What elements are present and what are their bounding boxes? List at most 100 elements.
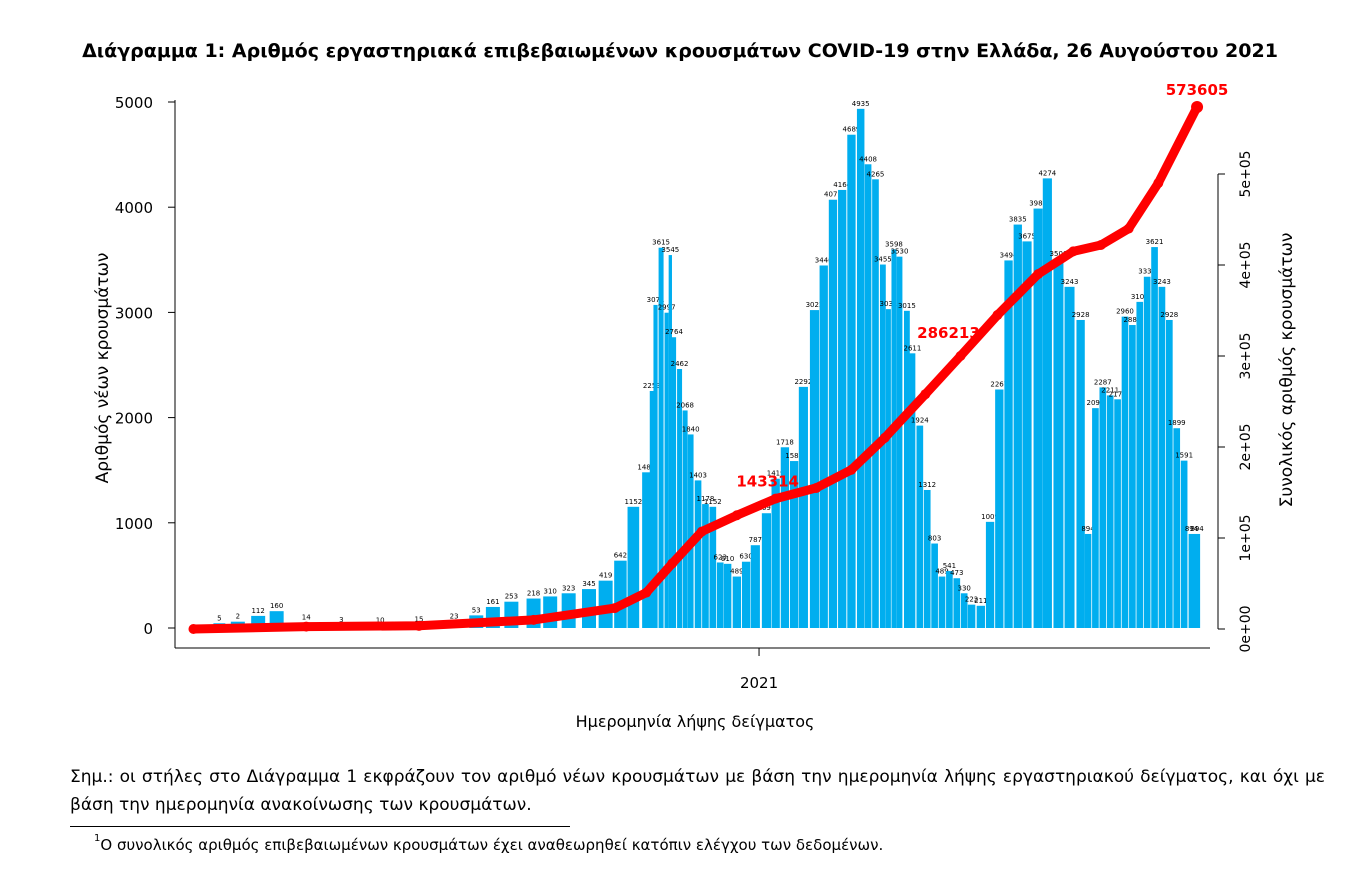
bar xyxy=(879,264,886,628)
bar xyxy=(809,310,820,628)
bar xyxy=(903,310,910,628)
bar xyxy=(909,353,916,628)
bar-value-label: 3598 xyxy=(885,240,903,248)
bar-value-label: 3022 xyxy=(806,301,824,309)
bar-value-label: 1009 xyxy=(981,513,999,521)
bar xyxy=(798,386,808,628)
bar-value-label: 2997 xyxy=(658,304,676,312)
footnote: 1Ο συνολικός αριθμός επιβεβαιωμένων κρου… xyxy=(94,833,884,854)
bar-value-label: 14 xyxy=(302,614,311,622)
bar-value-label: 1312 xyxy=(918,481,936,489)
bar xyxy=(819,265,828,628)
bar xyxy=(1194,533,1201,628)
bar xyxy=(1084,533,1092,628)
bar-value-label: 1483 xyxy=(637,463,655,471)
bar xyxy=(847,134,856,628)
bar xyxy=(1106,395,1114,628)
bar xyxy=(960,593,968,628)
bar-value-label: 2211 xyxy=(1101,386,1119,394)
y-tick-label: 2000 xyxy=(115,410,153,428)
bar-value-label: 787 xyxy=(749,536,762,544)
cumulative-point xyxy=(188,624,199,634)
bar xyxy=(891,249,897,628)
bar xyxy=(716,562,724,628)
bar-value-label: 419 xyxy=(599,572,612,580)
bar-value-label: 3615 xyxy=(652,239,670,247)
bar xyxy=(1042,178,1052,629)
bar-value-label: 310 xyxy=(544,587,557,595)
bar-value-label: 3545 xyxy=(661,246,679,254)
bar xyxy=(741,561,751,628)
bar-value-label: 1591 xyxy=(1175,452,1193,460)
bar xyxy=(923,489,931,628)
cumulative-point xyxy=(992,310,1003,321)
bar xyxy=(1166,319,1173,628)
y2-tick-label: 2e+05 xyxy=(1238,423,1254,470)
bar-value-label: 2 xyxy=(236,613,240,621)
cumulative-annotation: 573605 xyxy=(1166,81,1229,99)
bar xyxy=(627,506,640,628)
chart-title: Διάγραμμα 1: Αριθμός εργαστηριακά επιβεβ… xyxy=(82,40,1278,62)
cumulative-point xyxy=(641,587,652,598)
bar-value-label: 3835 xyxy=(1009,216,1027,224)
cumulative-annotation: 143314 xyxy=(736,473,799,491)
cumulative-point xyxy=(955,351,966,361)
bar xyxy=(976,605,985,628)
bar-value-label: 3494 xyxy=(1000,251,1018,259)
bar xyxy=(732,576,742,628)
bar-value-label: 2462 xyxy=(671,360,689,368)
footnote-text: Ο συνολικός αριθμός επιβεβαιωμένων κρουσ… xyxy=(100,836,884,854)
bar-value-label: 3100 xyxy=(1131,293,1149,301)
bar-value-label: 2611 xyxy=(904,344,922,352)
cumulative-point xyxy=(1033,269,1044,280)
bar-value-label: 4274 xyxy=(1038,169,1056,177)
bar xyxy=(1092,408,1099,628)
bar-value-label: 1403 xyxy=(689,471,707,479)
bar xyxy=(658,247,664,628)
bar-value-label: 3243 xyxy=(1153,278,1171,286)
bar xyxy=(931,543,938,628)
bar-value-label: 253 xyxy=(505,593,518,601)
y2-tick-label: 3e+05 xyxy=(1238,332,1254,379)
bar xyxy=(687,434,694,628)
bar-value-label: 3243 xyxy=(1061,278,1079,286)
cumulative-line-layer: 143314 286213 573605 xyxy=(188,81,1228,634)
bar xyxy=(953,578,961,628)
bar xyxy=(938,576,946,628)
bar-value-label: 4265 xyxy=(867,170,885,178)
bar xyxy=(1173,428,1181,628)
footnote-marker: 1 xyxy=(94,833,101,844)
cumulative-annotation: 286213 xyxy=(917,324,980,342)
y-tick-label: 5000 xyxy=(115,94,153,112)
bar-value-label: 2287 xyxy=(1094,378,1112,386)
bar xyxy=(885,309,891,628)
bar-value-label: 2880 xyxy=(1123,316,1141,324)
bar-value-label: 3987 xyxy=(1029,200,1047,208)
cumulative-cases-line xyxy=(189,102,1202,634)
bar-value-label: 3675 xyxy=(1018,232,1036,240)
cumulative-point xyxy=(609,603,620,614)
axes-layer: 0 1000 2000 3000 4000 5000 0e+00 1e+05 2e+05 3e+0… xyxy=(115,94,1254,692)
cumulative-point xyxy=(1123,223,1134,234)
cumulative-point xyxy=(731,510,742,521)
bar-value-label: 3071 xyxy=(647,296,665,304)
bar-value-label: 4408 xyxy=(859,155,877,163)
y-tick-label: 1000 xyxy=(115,515,153,533)
bar xyxy=(856,108,865,628)
bar-value-label: 1899 xyxy=(1168,419,1186,427)
bar xyxy=(1158,286,1166,628)
bar-value-label: 630 xyxy=(739,553,752,561)
bar-value-label: 1152 xyxy=(704,498,722,506)
footnote-divider xyxy=(70,826,570,827)
cumulative-point xyxy=(846,464,857,475)
cumulative-point xyxy=(528,614,539,625)
bar-value-label: 2960 xyxy=(1116,308,1134,316)
bar xyxy=(838,189,847,628)
bar xyxy=(1129,325,1136,628)
bar-value-label: 4935 xyxy=(852,100,870,108)
bar xyxy=(1004,260,1013,628)
bar xyxy=(896,256,903,628)
y2-tick-label: 5e+05 xyxy=(1238,150,1254,197)
bar-value-label: 10 xyxy=(376,616,385,624)
bar xyxy=(789,461,799,628)
